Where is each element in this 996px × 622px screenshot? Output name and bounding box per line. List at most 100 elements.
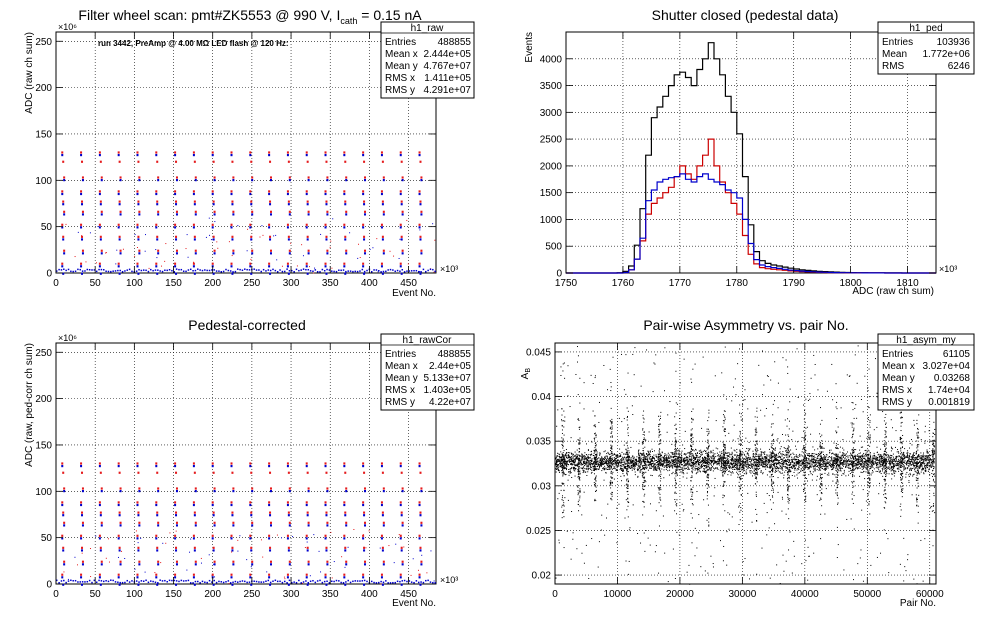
data-point bbox=[796, 469, 798, 471]
data-point bbox=[602, 468, 604, 470]
data-point bbox=[890, 450, 892, 452]
data-point bbox=[882, 475, 884, 477]
data-point bbox=[868, 462, 870, 464]
data-point-red bbox=[155, 501, 158, 504]
data-point-blue bbox=[363, 203, 366, 206]
data-point bbox=[630, 457, 632, 459]
data-point bbox=[694, 452, 696, 454]
data-point bbox=[812, 461, 814, 463]
data-point-pedestal bbox=[227, 269, 230, 272]
data-point bbox=[808, 459, 810, 461]
data-point bbox=[891, 447, 893, 449]
data-point bbox=[625, 448, 627, 450]
data-point-pedestal bbox=[95, 270, 98, 273]
data-point bbox=[701, 452, 703, 454]
data-point-red bbox=[325, 546, 328, 549]
data-point bbox=[865, 452, 867, 454]
data-point bbox=[578, 470, 580, 472]
data-point bbox=[603, 460, 605, 462]
data-point-scatter bbox=[186, 234, 188, 236]
data-point-blue bbox=[192, 153, 195, 157]
data-point-scatter bbox=[341, 556, 343, 558]
data-point bbox=[617, 454, 619, 456]
data-point-red bbox=[119, 521, 122, 524]
data-point bbox=[749, 467, 751, 469]
data-point bbox=[557, 455, 559, 457]
data-point-pedestal bbox=[86, 268, 89, 271]
data-point bbox=[823, 453, 825, 455]
data-point bbox=[597, 464, 599, 466]
data-point-pedestal bbox=[356, 270, 359, 273]
data-point bbox=[612, 461, 614, 463]
data-point bbox=[758, 463, 760, 465]
data-point bbox=[569, 452, 571, 454]
data-point bbox=[721, 459, 723, 461]
data-point bbox=[666, 461, 668, 463]
data-point bbox=[561, 456, 563, 458]
data-point bbox=[887, 468, 889, 470]
data-point bbox=[697, 469, 699, 471]
data-point bbox=[559, 454, 561, 456]
data-point bbox=[658, 451, 660, 453]
data-point-red bbox=[137, 471, 140, 474]
data-point bbox=[578, 461, 580, 463]
stat-label: RMS x bbox=[385, 385, 415, 396]
data-point bbox=[637, 463, 639, 465]
x-tick-label: 50 bbox=[90, 589, 102, 600]
data-point bbox=[596, 454, 598, 456]
data-point-scatter bbox=[406, 219, 408, 221]
data-point bbox=[750, 462, 752, 464]
data-point-red bbox=[211, 573, 214, 576]
data-point bbox=[648, 452, 650, 454]
data-point bbox=[687, 459, 689, 461]
data-point bbox=[564, 457, 566, 459]
data-point bbox=[752, 455, 754, 457]
data-point bbox=[656, 456, 658, 458]
data-point bbox=[641, 462, 643, 464]
data-point-scatter bbox=[105, 252, 107, 254]
data-point bbox=[851, 462, 853, 464]
data-point bbox=[806, 466, 808, 468]
data-point-pedestal bbox=[140, 269, 143, 272]
data-point-blue bbox=[63, 524, 66, 527]
data-point-scatter bbox=[318, 550, 320, 552]
data-point bbox=[872, 457, 874, 459]
data-point bbox=[821, 467, 823, 469]
data-point bbox=[892, 459, 894, 461]
data-point bbox=[868, 454, 870, 456]
data-point bbox=[907, 452, 909, 454]
data-point bbox=[699, 457, 701, 459]
data-point-scatter bbox=[380, 583, 382, 585]
data-point-red bbox=[363, 200, 366, 203]
data-point bbox=[710, 456, 712, 458]
data-point-red bbox=[194, 249, 197, 252]
data-point bbox=[644, 455, 646, 457]
data-point-blue bbox=[194, 524, 197, 527]
data-point bbox=[682, 469, 684, 471]
data-point bbox=[869, 460, 871, 462]
data-point bbox=[793, 457, 795, 459]
data-point bbox=[926, 462, 928, 464]
data-point bbox=[879, 466, 881, 468]
data-point bbox=[772, 463, 774, 465]
data-point-pedestal bbox=[434, 270, 436, 273]
data-point bbox=[922, 467, 924, 469]
data-point-red bbox=[286, 462, 289, 465]
data-point bbox=[682, 460, 684, 462]
data-point bbox=[599, 466, 601, 468]
data-point bbox=[788, 455, 790, 457]
data-point bbox=[793, 471, 795, 473]
data-point bbox=[785, 463, 787, 465]
data-point bbox=[693, 462, 695, 464]
data-point bbox=[770, 471, 772, 473]
data-point-red bbox=[305, 573, 308, 576]
data-point bbox=[638, 453, 640, 455]
data-point-blue bbox=[325, 272, 328, 275]
data-point bbox=[788, 464, 790, 466]
data-point-pedestal bbox=[396, 269, 399, 272]
data-point bbox=[864, 463, 866, 465]
data-point bbox=[558, 471, 560, 473]
data-point bbox=[698, 469, 700, 471]
data-point bbox=[878, 466, 880, 468]
data-point bbox=[818, 458, 820, 460]
